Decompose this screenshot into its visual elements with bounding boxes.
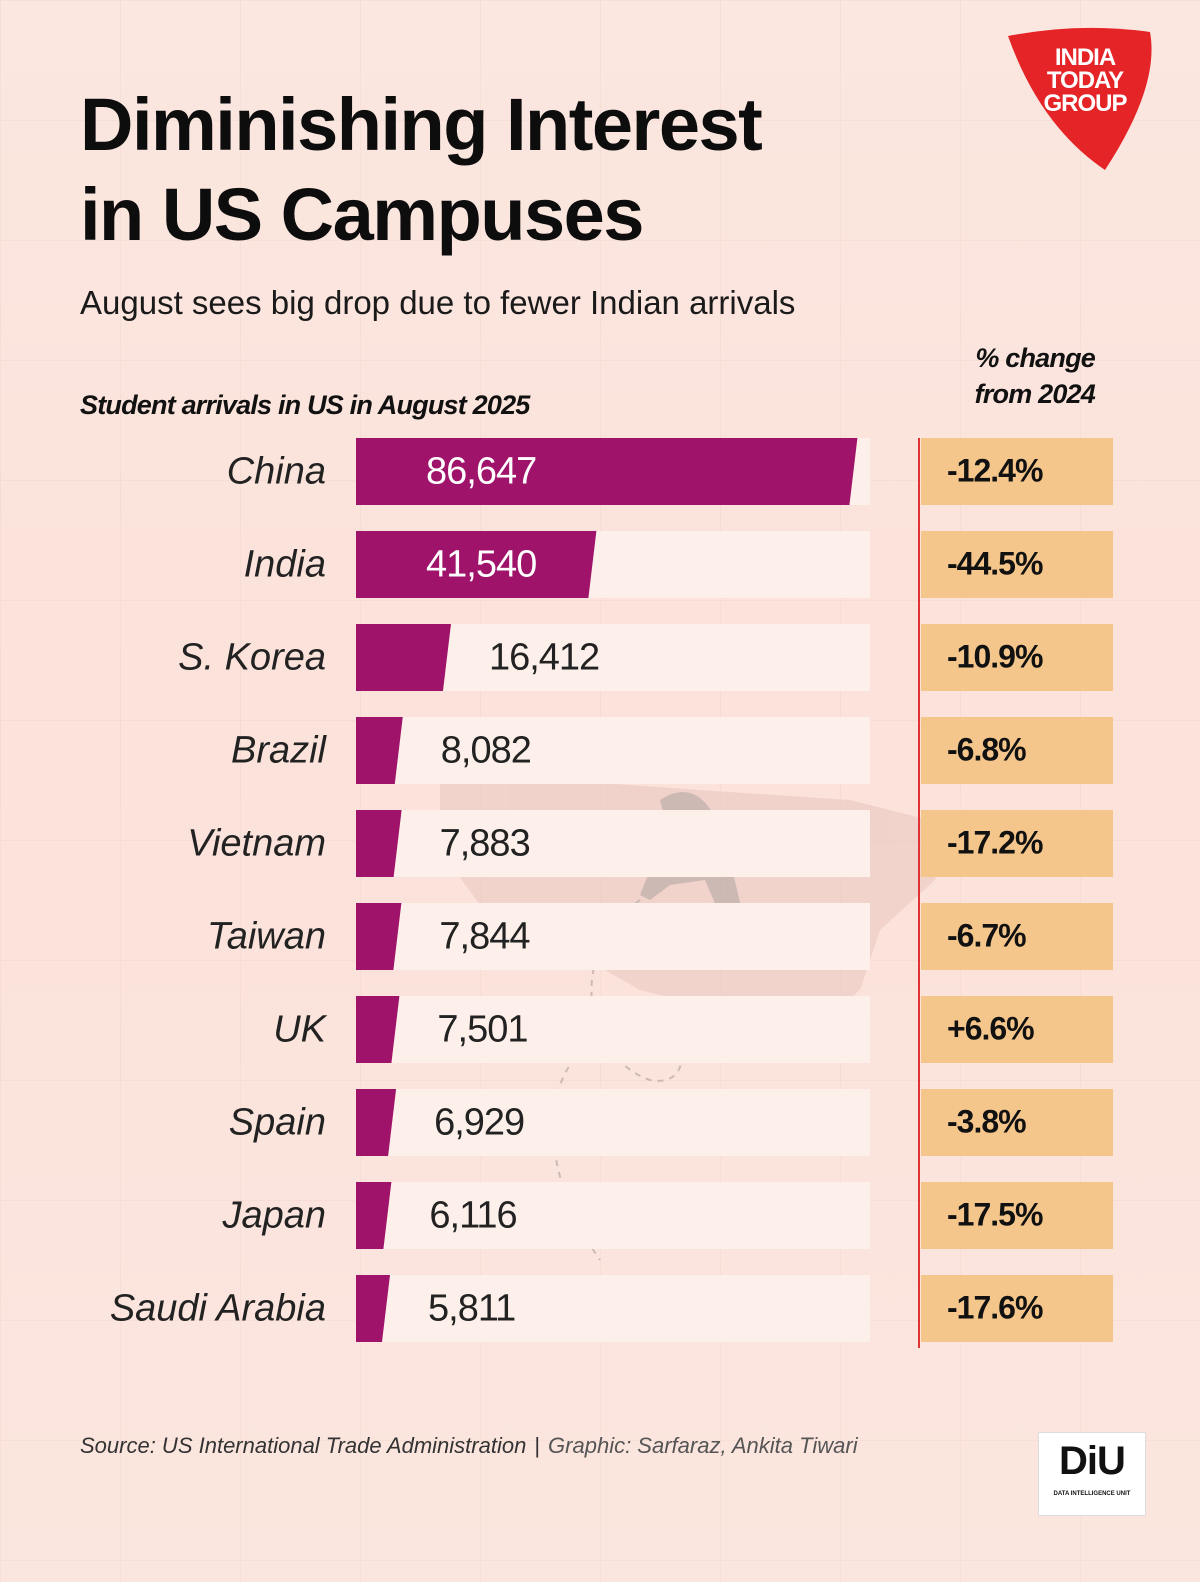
category-label-vietnam: Vietnam <box>187 823 326 865</box>
pct-cell-uk <box>921 996 1113 1063</box>
source-separator: | <box>534 1433 541 1458</box>
row-bg-uk <box>356 996 870 1063</box>
value-label-taiwan: 7,844 <box>439 916 530 958</box>
pct-cell-india <box>921 531 1113 598</box>
pct-cell-spain <box>921 1089 1113 1156</box>
pct-header-line-1: % change <box>975 343 1095 373</box>
diu-badge-sub: DATA INTELLIGENCE UNIT <box>1053 1491 1131 1497</box>
category-label-india: India <box>244 544 326 586</box>
pct-label-brazil: -6.8% <box>947 732 1026 768</box>
pct-cell-brazil <box>921 717 1113 784</box>
value-label-spain: 6,929 <box>434 1102 524 1144</box>
pct-label-uk: +6.6% <box>947 1011 1034 1047</box>
row-bg-vietnam <box>356 810 870 877</box>
pct-label-india: -44.5% <box>947 546 1043 582</box>
category-label-spain: Spain <box>229 1102 326 1144</box>
category-label-china: China <box>227 451 326 493</box>
pct-label-saudi-arabia: -17.6% <box>947 1290 1043 1326</box>
bar-spain <box>356 1089 397 1156</box>
page-title: Diminishing Interest in US Campuses <box>80 80 980 260</box>
pct-header-line-2: from 2024 <box>974 379 1096 409</box>
pct-cell-s-korea <box>921 624 1113 691</box>
graphic-credit: Graphic: Sarfaraz, Ankita Tiwari <box>548 1433 858 1458</box>
logo-line-2: TODAY <box>1046 67 1124 94</box>
category-label-taiwan: Taiwan <box>207 916 326 958</box>
bar-s-korea <box>356 624 451 691</box>
pct-cell-japan <box>921 1182 1113 1249</box>
bar-brazil <box>356 717 403 784</box>
pct-cell-taiwan <box>921 903 1113 970</box>
pct-label-s-korea: -10.9% <box>947 639 1043 675</box>
row-bg-saudi-arabia <box>356 1275 870 1342</box>
bar-uk <box>356 996 400 1063</box>
source-line: Source: US International Trade Administr… <box>80 1433 858 1459</box>
pct-label-vietnam: -17.2% <box>947 825 1043 861</box>
pct-cell-saudi-arabia <box>921 1275 1113 1342</box>
category-label-japan: Japan <box>221 1195 326 1237</box>
diu-badge: DiU DATA INTELLIGENCE UNIT <box>1038 1432 1146 1516</box>
row-bg-spain <box>356 1089 870 1156</box>
category-label-uk: UK <box>273 1009 327 1051</box>
bar-taiwan <box>356 903 402 970</box>
pct-label-spain: -3.8% <box>947 1104 1026 1140</box>
bar-india <box>356 531 597 598</box>
title-line-2: in US Campuses <box>80 173 644 256</box>
logo-line-1: INDIA <box>1054 44 1116 71</box>
row-bg-brazil <box>356 717 870 784</box>
subtitle: August sees big drop due to fewer Indian… <box>80 284 796 321</box>
pct-label-china: -12.4% <box>947 453 1043 489</box>
india-today-logo: INDIA TODAY GROUP <box>1020 44 1150 117</box>
bar-vietnam <box>356 810 402 877</box>
row-bg-japan <box>356 1182 870 1249</box>
logo-line-3: GROUP <box>1043 90 1127 117</box>
pct-cell-vietnam <box>921 810 1113 877</box>
row-bg-taiwan <box>356 903 870 970</box>
value-label-japan: 6,116 <box>429 1195 516 1237</box>
value-label-saudi-arabia: 5,811 <box>428 1288 515 1330</box>
value-label-brazil: 8,082 <box>441 730 531 772</box>
value-label-uk: 7,501 <box>437 1009 527 1051</box>
value-label-china: 86,647 <box>426 451 536 493</box>
value-label-vietnam: 7,883 <box>440 823 530 865</box>
bar-saudi-arabia <box>356 1275 390 1342</box>
pct-label-japan: -17.5% <box>947 1197 1043 1233</box>
title-line-1: Diminishing Interest <box>80 83 763 166</box>
category-label-brazil: Brazil <box>231 730 328 772</box>
series-label: Student arrivals in US in August 2025 <box>80 390 530 420</box>
pct-label-taiwan: -6.7% <box>947 918 1026 954</box>
value-label-s-korea: 16,412 <box>489 637 599 679</box>
value-label-india: 41,540 <box>426 544 536 586</box>
diu-badge-text: DiU <box>1059 1439 1126 1483</box>
india-today-logo-icon <box>1008 27 1152 171</box>
source-text: Source: US International Trade Administr… <box>80 1433 527 1458</box>
category-label-saudi-arabia: Saudi Arabia <box>110 1288 326 1330</box>
bar-china <box>356 438 858 505</box>
pct-change-header: % change from 2024 <box>925 340 1096 412</box>
category-label-s-korea: S. Korea <box>178 637 326 679</box>
bar-japan <box>356 1182 392 1249</box>
pct-cell-china <box>921 438 1113 505</box>
